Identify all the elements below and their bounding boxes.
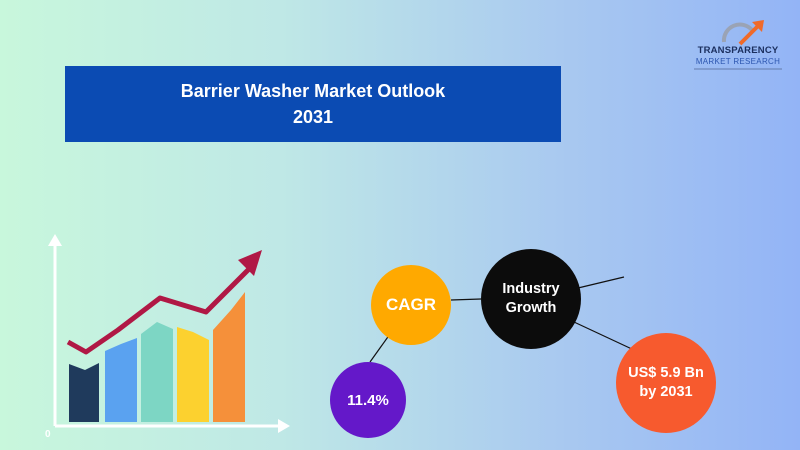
title-line-2: 2031 <box>292 107 334 127</box>
connector-cagr-industry <box>450 298 482 301</box>
logo-arrow-icon <box>721 20 764 46</box>
trend-line <box>66 264 254 355</box>
cagr-value: 11.4% <box>347 391 389 409</box>
y-axis-arrow-icon <box>48 234 62 246</box>
connector-industry-market <box>573 321 635 351</box>
connector-industry-right <box>577 276 625 289</box>
cagr-bubble: CAGR <box>371 265 451 345</box>
market-size-year: by 2031 <box>639 384 693 400</box>
industry-growth-line-1: Industry <box>502 281 560 297</box>
cagr-label: CAGR <box>385 295 437 314</box>
growth-chart-illustration: 0 <box>45 234 290 440</box>
chart-bar-2 <box>105 338 137 422</box>
title-banner: Barrier Washer Market Outlook 2031 <box>65 66 561 142</box>
market-size-bubble: US$ 5.9 Bn by 2031 <box>616 333 716 433</box>
company-logo: TRANSPARENCY MARKET RESEARCH <box>686 18 790 78</box>
chart-bar-3 <box>141 322 173 422</box>
connector-cagr-value <box>369 333 391 363</box>
chart-bar-4 <box>177 327 209 422</box>
trend-arrow-icon <box>238 250 262 276</box>
axis-origin-label: 0 <box>45 429 51 440</box>
x-axis-arrow-icon <box>278 419 290 433</box>
title-line-1: Barrier Washer Market Outlook <box>180 81 446 101</box>
logo-tagline-line <box>694 68 782 70</box>
logo-subtitle: MARKET RESEARCH <box>695 57 781 66</box>
industry-growth-bubble: Industry Growth <box>481 249 581 349</box>
market-size-value: US$ 5.9 Bn <box>628 365 704 381</box>
chart-bar-5 <box>213 292 245 422</box>
chart-bar-1 <box>69 363 99 422</box>
logo-name: TRANSPARENCY <box>697 45 779 56</box>
industry-growth-line-2: Growth <box>505 300 557 316</box>
cagr-value-bubble: 11.4% <box>330 362 406 438</box>
